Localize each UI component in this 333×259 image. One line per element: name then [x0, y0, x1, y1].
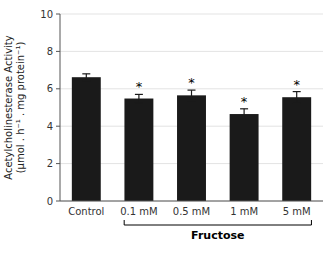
annotation: *: [293, 77, 300, 92]
error-bar: [82, 74, 90, 81]
y-tick: [56, 51, 60, 52]
error-cap: [188, 100, 196, 101]
error-line: [244, 109, 245, 119]
bar: [230, 114, 259, 201]
error-line: [191, 90, 192, 100]
bar: [282, 97, 311, 201]
y-tick-label: 10: [40, 9, 53, 20]
x-axis: [60, 201, 323, 202]
chart-container: 0 2 4 6 8 10 Control 0.1 mM 0.5 mM 1 mM 5 mM * * * * Fr…: [0, 0, 333, 259]
x-label: Fructose: [191, 229, 244, 242]
error-line: [296, 92, 297, 103]
error-bar: [188, 90, 196, 100]
error-line: [86, 74, 87, 81]
error-cap: [293, 102, 301, 103]
bar: [124, 99, 153, 201]
error-bar: [135, 94, 143, 102]
bar: [177, 95, 206, 201]
x-tick-label: 5 mM: [283, 206, 311, 217]
error-line: [138, 94, 139, 102]
y-tick-label: 6: [47, 83, 53, 94]
plot-area: [72, 74, 311, 201]
y-tick: [56, 126, 60, 127]
x-tick-label: 0.5 mM: [173, 206, 210, 217]
error-bar: [293, 92, 301, 103]
y-tick-label: 2: [47, 158, 53, 169]
y-grid: 0 2 4 6 8 10: [40, 9, 323, 207]
error-cap: [135, 102, 143, 103]
y-tick-label: 4: [47, 121, 53, 132]
x-tick-label: Control: [68, 206, 104, 217]
annotation: *: [241, 94, 248, 109]
x-tick-label: 1 mM: [230, 206, 258, 217]
grid-line: [60, 51, 323, 52]
y-label-line: (μmol . h⁻¹ . mg protein⁻¹): [15, 42, 26, 174]
y-tick: [56, 163, 60, 164]
grid-line: [60, 14, 323, 15]
bar: [72, 77, 101, 201]
bracket-line: [124, 220, 311, 225]
error-cap: [240, 119, 248, 120]
error-cap: [82, 73, 90, 74]
error-bar: [240, 109, 248, 119]
chart: 0 2 4 6 8 10 Control 0.1 mM 0.5 mM 1 mM 5 mM * * * * Fr…: [0, 0, 333, 259]
y-tick: [56, 14, 60, 15]
y-tick-label: 0: [47, 196, 53, 207]
grid-line: [60, 201, 323, 202]
annotation: *: [188, 75, 195, 90]
x-tick-label: 0.1 mM: [120, 206, 157, 217]
y-tick: [56, 201, 60, 202]
y-axis: [60, 14, 61, 201]
error-cap: [82, 80, 90, 81]
bracket: [124, 220, 311, 225]
y-label: Acetylcholinesterase Activity(μmol . h⁻¹…: [3, 35, 26, 179]
y-tick-label: 8: [47, 46, 53, 57]
y-label-line: Acetylcholinesterase Activity: [3, 35, 14, 179]
annotation: *: [136, 79, 143, 94]
y-tick: [56, 88, 60, 89]
